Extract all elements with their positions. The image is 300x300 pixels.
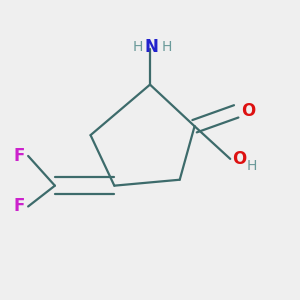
Text: N: N	[145, 38, 158, 56]
Text: O: O	[241, 102, 255, 120]
Text: H: H	[161, 40, 172, 55]
Text: F: F	[14, 197, 25, 215]
Text: F: F	[14, 147, 25, 165]
Text: H: H	[133, 40, 143, 55]
Text: O: O	[232, 150, 246, 168]
Text: H: H	[247, 159, 257, 173]
